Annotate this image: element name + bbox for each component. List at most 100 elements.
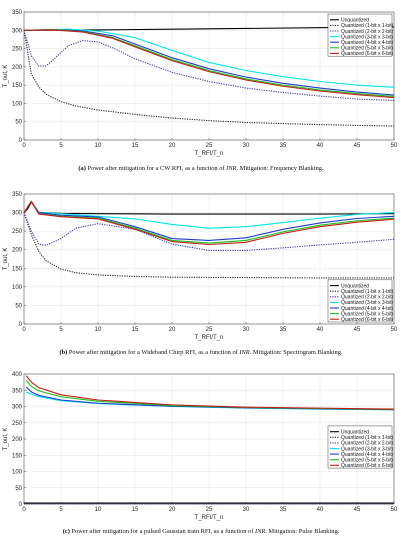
- y-tick-label-6: 300: [12, 28, 23, 34]
- series-line-6: [25, 375, 395, 410]
- caption-tail: . Mitigation: Frequency Blanking.: [236, 165, 324, 172]
- x-tick-label-4: 20: [169, 507, 176, 513]
- legend-box: [327, 279, 393, 323]
- x-axis-label: T_RFI/T_n: [195, 151, 224, 157]
- legend-box: [327, 13, 393, 57]
- y-tick-label-1: 50: [15, 303, 22, 309]
- x-tick-label-0: 0: [22, 143, 26, 149]
- series-line-3: [23, 28, 395, 88]
- y-axis-label: T_out, K: [3, 248, 9, 271]
- x-tick-label-9: 45: [354, 327, 361, 333]
- caption-label: (c): [62, 528, 70, 535]
- x-tick-label-2: 10: [95, 327, 102, 333]
- x-tick-label-6: 30: [243, 143, 250, 149]
- legend-box: [327, 425, 393, 469]
- legend-label-1: Quantized (1-bit x 1-bit): [341, 289, 394, 295]
- legend-label-5: Quantized (5-bit x 5-bit): [341, 458, 394, 464]
- legend-label-6: Quantized (6-bit x 6-bit): [341, 317, 394, 323]
- caption-label: (a): [78, 165, 86, 172]
- y-tick-label-2: 100: [12, 101, 23, 107]
- caption-0: (a) Power after mitigation for a CW RFI,…: [0, 165, 402, 172]
- y-tick-label-7: 350: [12, 388, 23, 394]
- x-tick-label-8: 40: [317, 143, 324, 149]
- y-tick-label-6: 300: [12, 405, 23, 411]
- caption-text: Power after mitigation for a pulsed Gaus…: [69, 528, 255, 535]
- y-tick-label-1: 50: [15, 486, 22, 492]
- legend-label-3: Quantized (3-bit x 3-bit): [341, 300, 394, 306]
- legend-label-5: Quantized (5-bit x 5-bit): [341, 311, 394, 317]
- caption-text: Power after mitigation for a Wideband Ch…: [67, 349, 240, 356]
- caption-tail: . Mitigation: Pulse Blanking.: [265, 528, 340, 535]
- x-tick-label-0: 0: [22, 507, 26, 513]
- x-tick-label-10: 50: [391, 143, 398, 149]
- x-tick-label-1: 5: [59, 507, 63, 513]
- caption-tail: . Mitigation: Spectrogram Blanking.: [249, 349, 343, 356]
- x-axis-label: T_RFI/T_n: [195, 335, 224, 341]
- x-tick-label-6: 30: [243, 507, 250, 513]
- x-tick-label-3: 15: [132, 327, 139, 333]
- x-tick-label-8: 40: [317, 327, 324, 333]
- legend-label-0: Unquantized: [341, 18, 369, 24]
- y-tick-label-3: 150: [12, 453, 23, 459]
- x-tick-label-7: 35: [280, 143, 287, 149]
- legend-label-5: Quantized (5-bit x 5-bit): [341, 46, 394, 52]
- chart-0: 0 5 10 15 20 25 30 35 40 45 50 0 50 100 150 200 250 300 35…: [3, 10, 398, 157]
- y-tick-label-3: 150: [12, 83, 23, 89]
- legend-label-0: Unquantized: [341, 430, 369, 436]
- y-tick-label-0: 0: [19, 502, 23, 508]
- y-axis-label: T_out, K: [3, 428, 9, 451]
- caption-label: (b): [59, 349, 68, 356]
- y-axis-label: T_out, K: [3, 65, 9, 88]
- series-line-1: [23, 212, 394, 279]
- series-line-6: [23, 29, 395, 99]
- x-axis-label: T_RFI/T_n: [195, 515, 224, 521]
- y-tick-label-7: 350: [12, 10, 23, 16]
- chart-2: 0 5 10 15 20 25 30 35 40 45 50 0 50 100 150 200 250 300 35…: [3, 372, 398, 521]
- series-line-5: [25, 380, 395, 410]
- series-line-4: [23, 28, 395, 96]
- caption-text: Power after mitigation for a CW RFI, as …: [85, 165, 227, 172]
- x-tick-label-2: 10: [95, 143, 102, 149]
- legend-label-2: Quantized (2-bit x 2-bit): [341, 441, 394, 447]
- y-tick-label-2: 100: [12, 285, 23, 291]
- y-tick-label-2: 100: [12, 470, 23, 476]
- x-tick-label-5: 25: [206, 327, 213, 333]
- x-tick-label-1: 5: [59, 327, 63, 333]
- y-tick-label-4: 200: [12, 248, 23, 254]
- y-tick-label-8: 400: [12, 372, 23, 378]
- legend-label-2: Quantized (2-bit x 2-bit): [341, 29, 394, 35]
- legend-label-6: Quantized (6-bit x 6-bit): [341, 463, 394, 469]
- x-tick-label-5: 25: [206, 507, 213, 513]
- legend-label-4: Quantized (4-bit x 4-bit): [341, 452, 394, 458]
- x-tick-label-2: 10: [95, 507, 102, 513]
- series-line-2: [23, 30, 395, 102]
- y-tick-label-0: 0: [19, 322, 23, 328]
- y-tick-label-3: 150: [12, 266, 23, 272]
- x-tick-label-1: 5: [59, 143, 63, 149]
- x-tick-label-6: 30: [243, 327, 250, 333]
- caption-italic: INR: [239, 349, 250, 356]
- series-line-0: [23, 201, 395, 215]
- x-tick-label-9: 45: [354, 143, 361, 149]
- y-tick-label-7: 350: [12, 192, 23, 198]
- x-tick-label-10: 50: [391, 327, 398, 333]
- y-tick-label-4: 200: [12, 65, 23, 71]
- x-tick-label-0: 0: [22, 327, 26, 333]
- caption-1: (b) Power after mitigation for a Wideban…: [0, 349, 402, 356]
- caption-2: (c) Power after mitigation for a pulsed …: [0, 528, 402, 535]
- x-tick-label-3: 15: [132, 143, 139, 149]
- x-tick-label-10: 50: [391, 507, 398, 513]
- legend-label-1: Quantized (1-bit x 1-bit): [341, 23, 394, 29]
- x-tick-label-3: 15: [132, 507, 139, 513]
- chart-1: 0 5 10 15 20 25 30 35 40 45 50 0 50 100 150 200 250 300 35…: [3, 192, 398, 341]
- y-tick-label-4: 200: [12, 437, 23, 443]
- y-tick-label-1: 50: [15, 120, 22, 126]
- legend-label-6: Quantized (6-bit x 6-bit): [341, 51, 394, 57]
- y-tick-label-5: 250: [12, 421, 23, 427]
- y-tick-label-6: 300: [12, 211, 23, 217]
- legend-label-0: Unquantized: [341, 283, 369, 289]
- x-tick-label-8: 40: [317, 507, 324, 513]
- x-tick-label-4: 20: [169, 327, 176, 333]
- legend-label-3: Quantized (3-bit x 3-bit): [341, 34, 394, 40]
- y-tick-label-5: 250: [12, 47, 23, 53]
